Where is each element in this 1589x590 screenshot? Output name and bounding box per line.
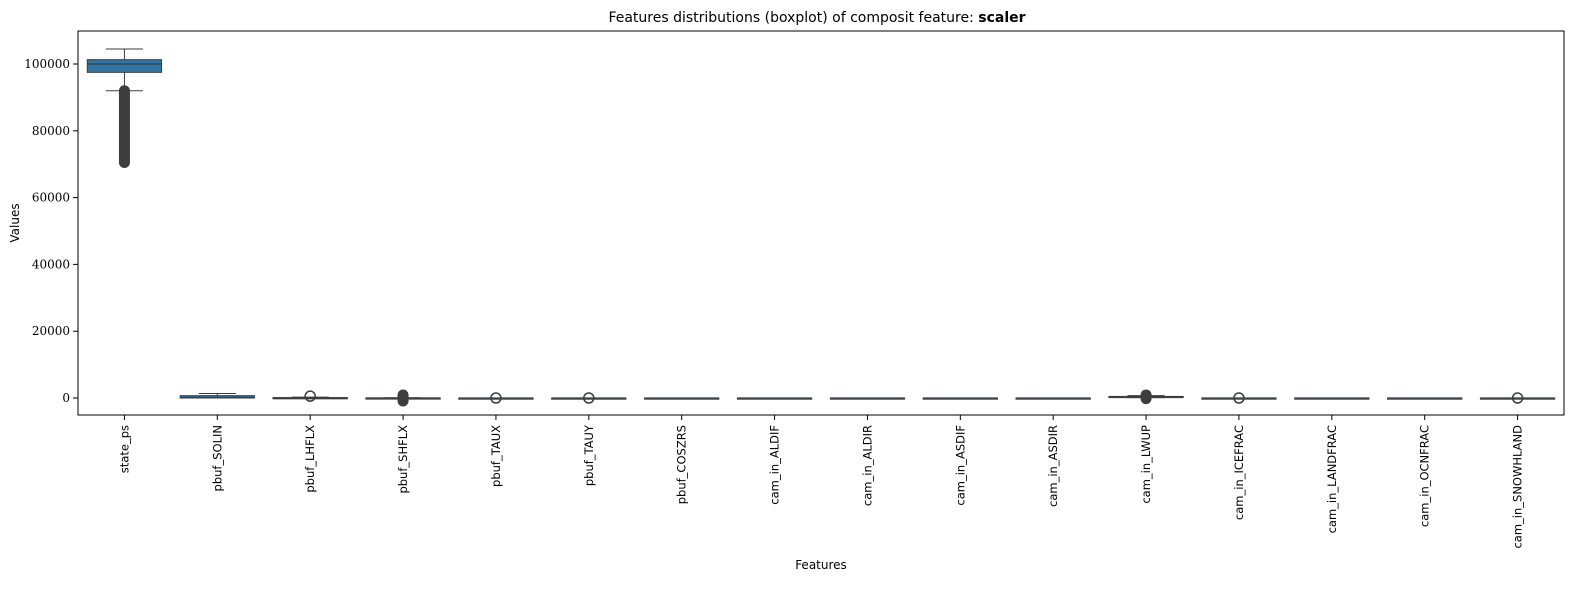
box-pbuf_LHFLX	[272, 390, 348, 402]
xtick-label: cam_in_ASDIF	[953, 425, 967, 506]
outliers	[1233, 392, 1245, 404]
outliers	[1511, 392, 1524, 404]
plot-area	[86, 48, 1556, 407]
outliers	[583, 392, 595, 404]
box-pbuf_TAUX	[458, 392, 534, 404]
axes-frame	[77, 30, 1565, 416]
box-cam_in_ALDIR	[829, 397, 906, 400]
box-pbuf_COSZRS	[644, 397, 720, 400]
box-cam_in_SNOWHLAND	[1479, 392, 1556, 404]
y-axis: 0 20000 40000 60000 80000 100000	[24, 57, 78, 405]
xtick-label: pbuf_TAUX	[489, 425, 503, 487]
box-cam_in_ASDIF	[922, 397, 998, 400]
xtick-label: cam_in_ALDIF	[768, 425, 782, 505]
ytick-label: 80000	[32, 124, 70, 138]
xtick-label: pbuf_SOLIN	[210, 425, 224, 491]
box-cam_in_ICEFRAC	[1201, 392, 1277, 404]
xtick-label: cam_in_SNOWHLAND	[1511, 425, 1525, 549]
box-cam_in_ASDIR	[1015, 397, 1091, 400]
xtick-label: cam_in_LWUP	[1139, 425, 1153, 504]
xtick-label: pbuf_LHFLX	[303, 425, 317, 493]
xtick-label: pbuf_COSZRS	[675, 425, 689, 504]
outliers	[490, 392, 502, 404]
xtick-label: pbuf_SHFLX	[396, 425, 410, 494]
xtick-label: cam_in_ICEFRAC	[1232, 425, 1246, 520]
xtick-label: pbuf_TAUY	[582, 424, 596, 486]
box-body	[86, 59, 163, 73]
x-axis: state_ps pbuf_SOLIN pbuf_LHFLX pbuf_SHFLX pb…	[117, 415, 1525, 549]
ytick-label: 40000	[32, 257, 70, 271]
ytick-label: 20000	[32, 324, 70, 338]
xtick-label: state_ps	[117, 425, 131, 473]
xtick-label: cam_in_OCNFRAC	[1418, 425, 1432, 527]
ytick-label: 0	[62, 391, 70, 405]
box-cam_in_LWUP	[1108, 389, 1184, 405]
xtick-label: cam_in_ASDIR	[1046, 425, 1060, 507]
xtick-label: cam_in_ALDIR	[860, 425, 874, 506]
box-cam_in_OCNFRAC	[1387, 397, 1463, 400]
chart-title-bold: scaler	[978, 10, 1025, 26]
x-axis-label: Features	[795, 558, 847, 572]
box-pbuf_TAUY	[551, 392, 627, 404]
ytick-label: 60000	[32, 191, 70, 205]
box-cam_in_LANDFRAC	[1294, 397, 1370, 400]
ytick-label: 100000	[24, 57, 70, 71]
box-cam_in_ALDIF	[736, 397, 813, 400]
xtick-label: cam_in_LANDFRAC	[1325, 425, 1339, 533]
box-pbuf_SHFLX	[365, 389, 441, 407]
y-axis-label: Values	[8, 203, 22, 242]
box-pbuf_SOLIN	[179, 392, 255, 399]
outliers	[304, 390, 316, 402]
box-state_ps	[86, 48, 163, 169]
chart-title: Features distributions (boxplot) of comp…	[608, 10, 1025, 26]
